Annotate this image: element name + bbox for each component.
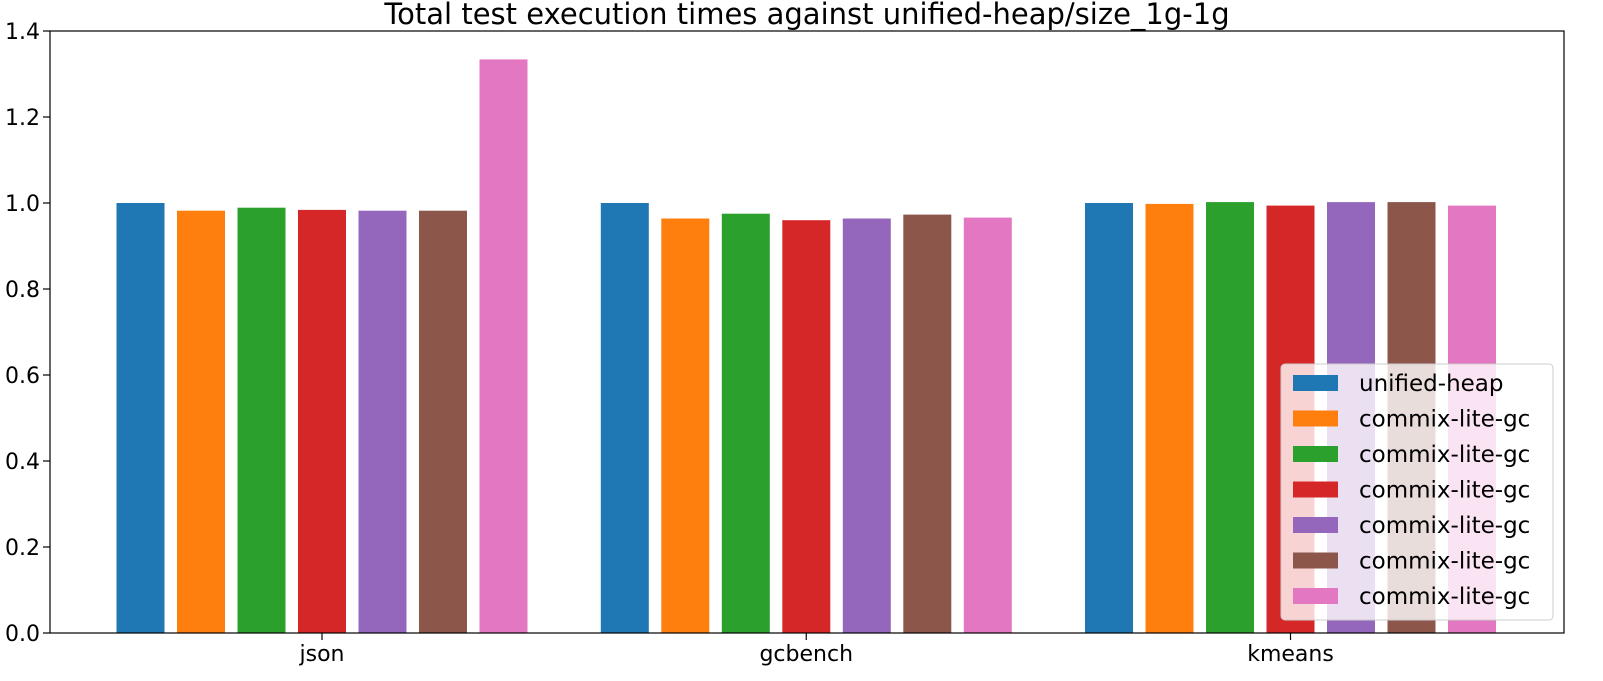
legend-label: commix-lite-gc: [1359, 549, 1530, 575]
bar-json-series-2: [237, 207, 286, 633]
bar-kmeans-series-0: [1085, 203, 1133, 633]
axes-group: 0.0 0.2 0.4 0.6 0.8 1.0 1.2 1.4 json gcbench kmean…: [5, 20, 1565, 667]
bar-gcbench-series-2: [721, 213, 770, 633]
legend-swatch: [1293, 588, 1338, 604]
bar-gcbench-series-0: [600, 203, 649, 633]
y-tick-label: 0.0: [5, 622, 40, 647]
bar-json-series-6: [479, 59, 528, 633]
chart-title: Total test execution times against unifi…: [383, 0, 1229, 31]
y-tick-label: 0.6: [5, 364, 40, 389]
y-tick-label: 0.2: [5, 536, 40, 561]
bar-kmeans-series-1: [1145, 203, 1194, 633]
bar-kmeans-series-2: [1206, 202, 1254, 633]
legend-label: unified-heap: [1359, 371, 1504, 397]
legend-swatch: [1293, 552, 1338, 569]
bar-json-series-3: [298, 209, 346, 633]
y-tick-label: 1.4: [5, 20, 40, 45]
y-tick-label: 0.8: [5, 278, 40, 303]
legend-label: commix-lite-gc: [1359, 513, 1530, 539]
y-tick-label: 1.2: [5, 106, 40, 131]
legend-swatch: [1293, 410, 1338, 427]
legend-swatch: [1293, 375, 1338, 391]
bar-gcbench-series-1: [661, 218, 710, 633]
bar-json-series-0: [116, 203, 165, 633]
x-tick-label: gcbench: [759, 642, 853, 667]
x-tick-label: json: [299, 642, 345, 667]
legend-swatch: [1293, 481, 1338, 498]
bar-json-series-1: [177, 210, 225, 633]
legend-swatch: [1293, 446, 1338, 462]
y-tick-label: 0.4: [5, 450, 40, 475]
bar-json-series-5: [419, 210, 467, 633]
plot-frame: [49, 30, 1565, 634]
legend-swatch: [1293, 517, 1338, 533]
bar-gcbench-series-6: [963, 217, 1012, 633]
legend-label: commix-lite-gc: [1359, 584, 1530, 610]
bars-group: [116, 59, 1496, 633]
legend-label: commix-lite-gc: [1359, 478, 1530, 504]
y-tick-label: 1.0: [5, 192, 40, 217]
bar-gcbench-series-3: [782, 220, 831, 633]
x-tick-label: kmeans: [1247, 642, 1334, 667]
legend-label: commix-lite-gc: [1359, 442, 1530, 468]
legend-label: commix-lite-gc: [1359, 407, 1530, 433]
legend-box: [1280, 363, 1554, 621]
legend: unified-heap commix-lite-gc commix-lite-gc…: [1280, 363, 1554, 621]
bar-json-series-4: [358, 210, 407, 633]
bar-gcbench-series-5: [903, 214, 952, 633]
bar-gcbench-series-4: [842, 218, 891, 633]
